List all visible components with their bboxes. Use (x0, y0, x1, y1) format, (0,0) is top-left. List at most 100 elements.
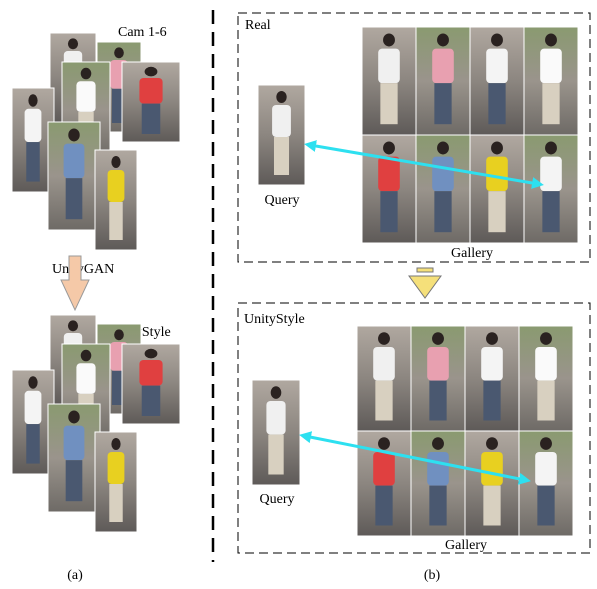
real-query-label: Query (265, 193, 300, 208)
photo-part (68, 128, 80, 142)
photo-part (545, 141, 557, 155)
photo-part (429, 485, 447, 526)
photo-part (380, 83, 398, 125)
photo-part (28, 94, 38, 107)
photo-part (535, 347, 557, 381)
photo-part (486, 48, 508, 84)
photo-part (114, 329, 124, 341)
photo-part (67, 320, 79, 332)
photo-part (111, 438, 121, 450)
real-box (237, 12, 591, 263)
photo-part (540, 48, 562, 84)
photo-part (429, 380, 447, 421)
photo-part (375, 380, 393, 421)
photo-part (432, 332, 444, 345)
photo-part (63, 143, 85, 179)
photo-part (432, 156, 454, 192)
photo-part (434, 191, 452, 233)
gan-arrow (60, 255, 90, 312)
photo-part (67, 38, 79, 50)
photo-part (486, 332, 498, 345)
photo-part (266, 401, 286, 435)
match-arrow (299, 431, 531, 485)
photo-part (537, 380, 555, 421)
photo-part (434, 83, 452, 125)
photo-part (26, 142, 40, 182)
photo-part (109, 484, 123, 522)
photo-part (276, 91, 287, 103)
photo-part (114, 47, 124, 59)
caption-a: (a) (67, 568, 83, 583)
photo-part (76, 363, 96, 394)
caption-b: (b) (424, 568, 441, 583)
photo-part (427, 347, 449, 381)
photo-part (378, 48, 400, 84)
photos (11, 26, 579, 537)
style-arrow (408, 267, 442, 299)
photo-part (268, 434, 284, 475)
real-gallery-label: Gallery (451, 246, 493, 261)
photo-part (139, 360, 163, 386)
photo-part (24, 390, 42, 425)
photo-part (383, 33, 395, 47)
cam-label: Cam 1-6 (118, 25, 167, 40)
photo-part (540, 156, 562, 192)
photo-part (26, 424, 40, 464)
photo-part (144, 66, 158, 77)
style-query-label: Query (260, 492, 295, 507)
photo-part (144, 348, 158, 359)
photo-part (63, 425, 85, 461)
photo-part (378, 332, 390, 345)
gan-label: UnityGAN (52, 262, 114, 277)
photo-part (107, 170, 125, 202)
photo-part (373, 347, 395, 381)
real-label: Real (245, 18, 271, 33)
photo-part (432, 48, 454, 84)
photo-part (139, 78, 163, 104)
photo-part (24, 108, 42, 143)
photo-part (28, 376, 38, 389)
photo-part (491, 33, 503, 47)
photo-part (481, 347, 503, 381)
match-arrow (304, 140, 544, 189)
photo-part (373, 452, 395, 486)
unitystyle-box (237, 302, 591, 554)
photo-part (270, 386, 282, 399)
photo-part (383, 141, 395, 155)
photo-part (107, 452, 125, 484)
photo-part (68, 410, 80, 424)
photo-part (540, 332, 552, 345)
photo-part (491, 141, 503, 155)
photo-part (537, 485, 555, 526)
photo-part (427, 452, 449, 486)
photo-part (542, 191, 560, 233)
photo-part (437, 33, 449, 47)
photo-part (65, 178, 83, 220)
photo-part (375, 485, 393, 526)
photo-part (141, 103, 161, 134)
photo-part (488, 83, 506, 125)
photo-part (109, 202, 123, 240)
photo-part (432, 437, 444, 450)
photo-part (488, 191, 506, 233)
photo-part (272, 105, 291, 137)
unitystyle-box-label: UnityStyle (244, 312, 305, 327)
photo-part (542, 83, 560, 125)
photo-part (378, 437, 390, 450)
photo-part (481, 452, 503, 486)
photo-part (76, 81, 96, 112)
photo-part (80, 349, 92, 362)
photo-part (80, 67, 92, 80)
photo-part (380, 191, 398, 233)
photo-part (65, 460, 83, 502)
photo-part (486, 156, 508, 192)
photo-part (545, 33, 557, 47)
photo-part (486, 437, 498, 450)
photo-part (273, 137, 290, 175)
photo-part (535, 452, 557, 486)
photo-part (141, 385, 161, 416)
photo-part (483, 485, 501, 526)
photo-part (111, 156, 121, 168)
style-gallery-label: Gallery (445, 538, 487, 553)
